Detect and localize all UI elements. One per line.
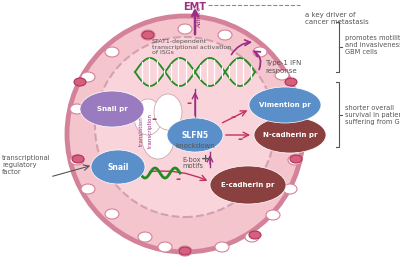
Text: promotes motility
and invasiveness of
GBM cells: promotes motility and invasiveness of GB…: [345, 35, 400, 55]
Text: -: -: [230, 112, 236, 124]
Ellipse shape: [290, 155, 302, 163]
Ellipse shape: [249, 231, 261, 239]
Ellipse shape: [80, 91, 144, 127]
Text: -: -: [186, 97, 192, 111]
Text: -: -: [238, 134, 242, 147]
Ellipse shape: [266, 210, 280, 220]
Text: STAT1-dependent
transcriptional activation
of ISGs: STAT1-dependent transcriptional activati…: [152, 39, 231, 55]
Ellipse shape: [154, 94, 182, 130]
Text: translation: translation: [138, 116, 144, 146]
Ellipse shape: [218, 30, 232, 40]
Ellipse shape: [288, 102, 302, 112]
Ellipse shape: [72, 155, 84, 163]
Text: E-box
motifs: E-box motifs: [182, 156, 203, 170]
Ellipse shape: [70, 155, 84, 165]
Ellipse shape: [138, 232, 152, 242]
Text: Snail: Snail: [107, 163, 129, 171]
Ellipse shape: [158, 242, 172, 252]
Ellipse shape: [254, 117, 326, 153]
Ellipse shape: [74, 78, 86, 86]
Ellipse shape: [179, 247, 191, 255]
Ellipse shape: [81, 184, 95, 194]
Text: knockdown: knockdown: [175, 143, 215, 149]
Text: N-cadherin pr: N-cadherin pr: [263, 132, 317, 138]
Text: transcriptional
regulatory
factor: transcriptional regulatory factor: [2, 155, 51, 175]
Text: +: +: [200, 154, 210, 164]
Ellipse shape: [178, 246, 192, 256]
Ellipse shape: [134, 99, 162, 135]
Text: a key driver of
cancer metastasis: a key driver of cancer metastasis: [305, 12, 369, 25]
Ellipse shape: [245, 232, 259, 242]
Ellipse shape: [288, 155, 302, 165]
Text: SLFN5: SLFN5: [182, 131, 208, 139]
Text: -: -: [176, 172, 180, 186]
Ellipse shape: [142, 119, 174, 159]
Ellipse shape: [70, 104, 84, 114]
Text: E-cadherin pr: E-cadherin pr: [221, 182, 275, 188]
Ellipse shape: [178, 24, 192, 34]
Text: Adhere: Adhere: [196, 6, 202, 27]
Text: shorter overall
survival in patients
suffering from GBM: shorter overall survival in patients suf…: [345, 105, 400, 125]
Text: Snail pr: Snail pr: [97, 106, 127, 112]
Ellipse shape: [210, 166, 286, 204]
Text: Type-1 IFN
response: Type-1 IFN response: [265, 61, 301, 73]
Ellipse shape: [91, 150, 145, 184]
Ellipse shape: [105, 209, 119, 219]
Text: -: -: [152, 113, 156, 127]
Ellipse shape: [283, 184, 297, 194]
Ellipse shape: [167, 118, 223, 152]
Ellipse shape: [215, 242, 229, 252]
Ellipse shape: [105, 47, 119, 57]
Ellipse shape: [81, 72, 95, 82]
Text: EMT: EMT: [184, 2, 206, 12]
Text: transcription: transcription: [148, 113, 152, 148]
Ellipse shape: [249, 87, 321, 123]
Ellipse shape: [142, 31, 154, 39]
Ellipse shape: [253, 47, 267, 57]
Ellipse shape: [275, 70, 289, 80]
Ellipse shape: [285, 78, 297, 86]
Text: Vimention pr: Vimention pr: [259, 102, 311, 108]
Ellipse shape: [95, 37, 275, 217]
Ellipse shape: [141, 30, 155, 40]
Ellipse shape: [67, 16, 303, 252]
